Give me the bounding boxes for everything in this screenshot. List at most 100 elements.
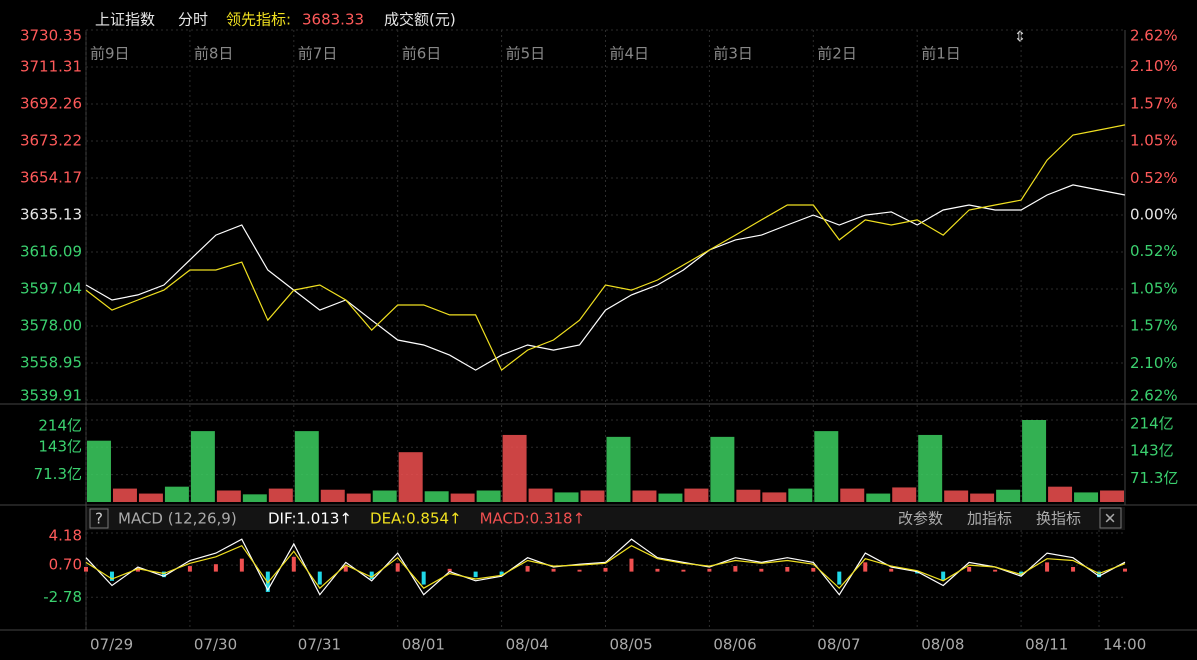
y-tick-label: 3711.31 (20, 57, 82, 75)
day-label: 前9日 (90, 45, 130, 63)
macd-bar (733, 566, 738, 572)
macd-bar (161, 571, 166, 578)
volume-bar (762, 492, 787, 502)
y2-tick-label: 1.57% (1130, 95, 1178, 113)
series-line (85, 538, 1126, 596)
macd-bar (577, 569, 582, 572)
volume-bar (138, 493, 163, 502)
macd-bar (1045, 562, 1050, 572)
volume-bar (398, 452, 423, 502)
indicator-title: MACD (12,26,9) (118, 510, 237, 528)
y-tick-label: 3616.09 (20, 242, 82, 260)
macd-bar (915, 571, 920, 574)
close-button[interactable] (1099, 507, 1122, 529)
y2-tick-label: 2.62% (1130, 387, 1178, 405)
macd-bar (109, 571, 114, 581)
toolbar-button[interactable]: 改参数 (898, 510, 943, 528)
toolbar-button[interactable]: 换指标 (1036, 510, 1081, 528)
volume-bar (450, 493, 475, 502)
y-tick-label: 3539.91 (20, 387, 82, 405)
y-tick-label: 3692.26 (20, 95, 82, 113)
macd-bar (473, 571, 478, 578)
volume-bar (970, 493, 995, 502)
toolbar-button[interactable]: 加指标 (967, 510, 1012, 528)
macd-bar (629, 558, 634, 572)
x-tick-label: 14:00 (1103, 636, 1146, 654)
volume-bar (606, 436, 631, 502)
macd-bar (369, 571, 374, 579)
macd-bar (863, 562, 868, 572)
macd-bar (213, 564, 218, 572)
x-tick-label: 08/01 (402, 636, 445, 654)
y2-tick-label: 0.00% (1130, 206, 1178, 224)
legend-entry: DIF:1.013↑ (268, 510, 352, 528)
day-label: 前4日 (610, 45, 650, 63)
macd-bar (1123, 568, 1127, 572)
volume-bar (866, 493, 891, 502)
y-tick-label: 3558.95 (20, 354, 82, 372)
macd-bar (551, 568, 556, 572)
y2-tick-label: 71.3亿 (1130, 469, 1178, 487)
volume-bar (476, 490, 501, 502)
y-tick-label: 3635.13 (20, 206, 82, 224)
volume-bar (814, 431, 839, 502)
volume-bar (840, 488, 865, 502)
volume-bar (554, 492, 579, 502)
macd-bar (317, 571, 322, 585)
volume-bar (424, 491, 449, 502)
y2-tick-label: 1.05% (1130, 131, 1178, 149)
legend-entry: MACD:0.318↑ (480, 510, 586, 528)
volume-bar (1074, 492, 1099, 502)
macd-bar (525, 566, 530, 572)
volume-bar (372, 490, 397, 502)
x-tick-label: 08/08 (921, 636, 964, 654)
day-label: 前5日 (506, 45, 546, 63)
help[interactable]: ? (95, 510, 103, 528)
volume-bar (736, 489, 761, 502)
y2-tick-label: 143亿 (1130, 442, 1174, 460)
macd-bar (291, 556, 296, 572)
close-icon[interactable]: ✕ (1104, 510, 1117, 528)
volume-bar (658, 493, 683, 502)
macd-bar (1071, 566, 1076, 572)
volume-bar (1048, 486, 1073, 502)
x-tick-label: 08/07 (817, 636, 860, 654)
volume-bar (1022, 420, 1047, 502)
macd-bar (707, 568, 712, 572)
day-label: 前6日 (402, 45, 442, 63)
macd-bar (759, 568, 764, 572)
volume-bar (216, 490, 241, 502)
x-tick-label: 07/31 (298, 636, 341, 654)
day-label: 前7日 (298, 45, 338, 63)
macd-bar (1019, 571, 1024, 576)
series-line (85, 184, 1126, 371)
y-tick-label: 0.70 (49, 556, 82, 574)
x-tick-label: 08/04 (506, 636, 549, 654)
y-tick-label: 3673.22 (20, 131, 82, 149)
volume-bar (996, 489, 1021, 502)
x-tick-label: 07/30 (194, 636, 237, 654)
series-line (85, 124, 1126, 372)
volume-title: 成交额(元) (384, 11, 456, 29)
volume-bar (528, 488, 553, 502)
y-tick-label: 71.3亿 (34, 465, 82, 483)
volume-bar (502, 434, 527, 502)
macd-bar (941, 571, 946, 580)
volume-bar (632, 490, 657, 502)
macd-bar (681, 569, 686, 572)
volume-bar (684, 488, 709, 502)
y2-tick-label: 2.10% (1130, 354, 1178, 372)
macd-bar (967, 566, 972, 572)
help-button[interactable] (89, 508, 109, 529)
volume-bar (87, 440, 111, 502)
y2-tick-label: 2.62% (1130, 27, 1178, 45)
volume-bar (164, 486, 189, 502)
macd-bar (889, 568, 894, 572)
macd-bar (603, 567, 608, 572)
resize-icon[interactable]: ⇕ (1014, 28, 1027, 46)
leading-value: 3683.33 (302, 11, 364, 29)
volume-bar (788, 488, 813, 502)
volume-bar (268, 488, 293, 502)
x-tick-label: 08/06 (713, 636, 756, 654)
macd-bar (421, 571, 426, 585)
